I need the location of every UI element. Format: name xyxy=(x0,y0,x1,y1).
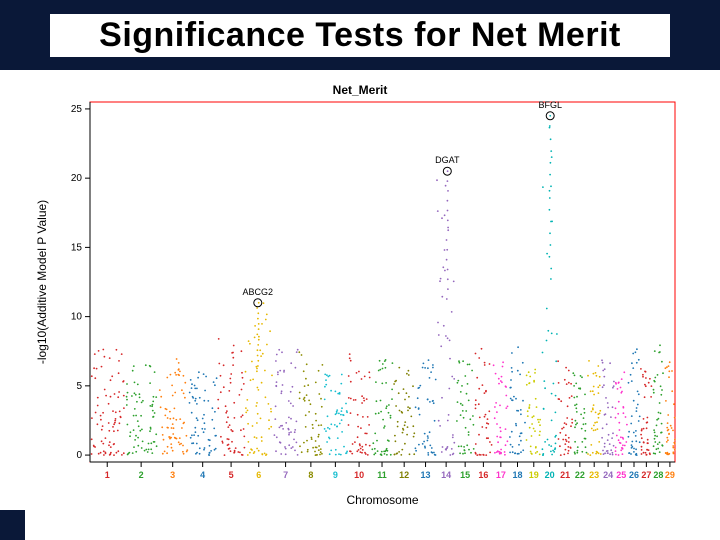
svg-text:21: 21 xyxy=(560,470,570,480)
svg-text:-log10(Additive Model P Value): -log10(Additive Model P Value) xyxy=(35,200,49,364)
svg-text:ABCG2: ABCG2 xyxy=(243,287,274,297)
svg-text:Net_Merit: Net_Merit xyxy=(333,83,388,97)
svg-text:16: 16 xyxy=(478,470,488,480)
svg-text:BFGL: BFGL xyxy=(538,100,562,110)
svg-text:9: 9 xyxy=(333,470,338,480)
svg-text:8: 8 xyxy=(308,470,313,480)
svg-text:20: 20 xyxy=(545,470,555,480)
svg-text:5: 5 xyxy=(76,381,82,392)
svg-text:19: 19 xyxy=(529,470,539,480)
svg-text:26: 26 xyxy=(629,470,639,480)
svg-text:5: 5 xyxy=(229,470,234,480)
svg-text:10: 10 xyxy=(354,470,364,480)
svg-text:2: 2 xyxy=(139,470,144,480)
svg-text:17: 17 xyxy=(496,470,506,480)
svg-text:3: 3 xyxy=(170,470,175,480)
svg-text:25: 25 xyxy=(616,470,626,480)
svg-text:13: 13 xyxy=(421,470,431,480)
chart-svg: Net_Merit -log10(Additive Model P Value) C… xyxy=(30,80,690,510)
svg-text:10: 10 xyxy=(71,312,83,323)
title-bar: Significance Tests for Net Merit xyxy=(0,0,720,70)
svg-text:15: 15 xyxy=(71,242,83,253)
footer-strip xyxy=(0,510,25,540)
svg-text:0: 0 xyxy=(76,450,82,461)
svg-text:18: 18 xyxy=(512,470,522,480)
svg-text:12: 12 xyxy=(399,470,409,480)
slide: Significance Tests for Net Merit Net_Mer… xyxy=(0,0,720,540)
manhattan-plot: Net_Merit -log10(Additive Model P Value) C… xyxy=(30,80,690,510)
svg-text:4: 4 xyxy=(200,470,205,480)
slide-title: Significance Tests for Net Merit xyxy=(50,14,670,57)
svg-text:1: 1 xyxy=(105,470,110,480)
svg-text:20: 20 xyxy=(71,173,83,184)
svg-text:25: 25 xyxy=(71,104,83,115)
svg-text:29: 29 xyxy=(665,470,675,480)
svg-text:22: 22 xyxy=(575,470,585,480)
svg-text:27: 27 xyxy=(641,470,651,480)
svg-text:28: 28 xyxy=(653,470,663,480)
svg-text:7: 7 xyxy=(283,470,288,480)
svg-text:24: 24 xyxy=(603,470,613,480)
svg-text:23: 23 xyxy=(589,470,599,480)
svg-text:15: 15 xyxy=(460,470,470,480)
svg-text:Chromosome: Chromosome xyxy=(346,493,418,507)
svg-text:6: 6 xyxy=(256,470,261,480)
svg-text:11: 11 xyxy=(377,470,387,480)
svg-text:14: 14 xyxy=(441,470,451,480)
svg-text:DGAT: DGAT xyxy=(435,155,460,165)
